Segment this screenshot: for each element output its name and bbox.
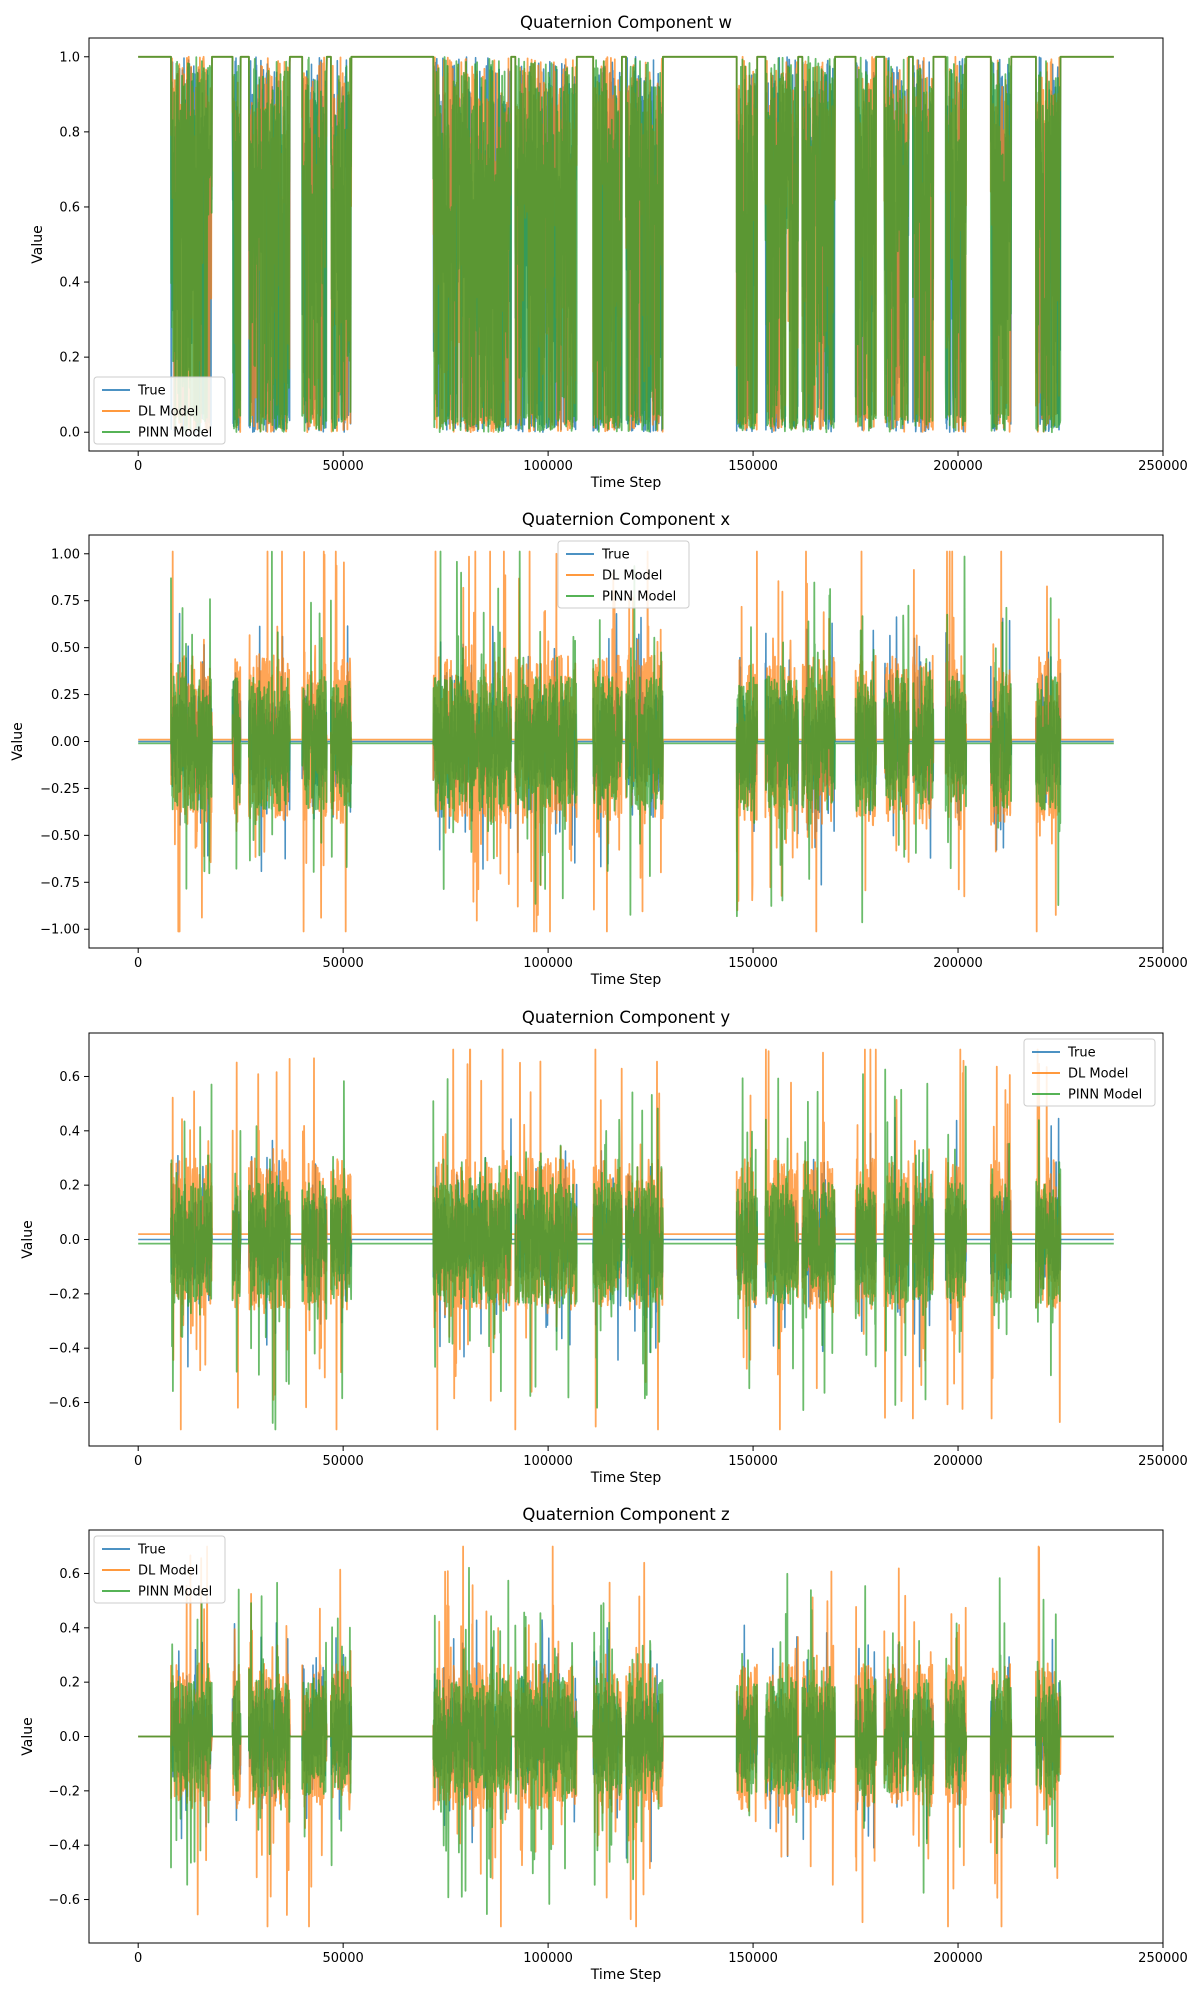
- legend-label: DL Model: [138, 1564, 198, 1579]
- y-tick-label: 0.4: [59, 1621, 80, 1636]
- y-tick-label: 0.75: [51, 594, 80, 609]
- series-group: [138, 550, 1114, 933]
- x-tick-label: 200000: [933, 956, 983, 971]
- legend-label: PINN Model: [138, 426, 212, 441]
- y-tick-label: −0.50: [40, 829, 80, 844]
- legend-label: PINN Model: [602, 590, 676, 605]
- x-tick-label: 200000: [933, 459, 983, 474]
- x-axis-title: Time Step: [590, 1470, 662, 1486]
- legend-label: DL Model: [138, 405, 198, 420]
- y-tick-label: 0.2: [59, 1179, 80, 1194]
- x-tick-label: 100000: [523, 1951, 573, 1966]
- y-tick-label: 0.4: [59, 276, 80, 291]
- series-line-pinn-model: [138, 550, 1114, 924]
- series-line-pinn-model: [138, 55, 1114, 434]
- x-tick-label: 250000: [1138, 1951, 1188, 1966]
- subplot-z: Quaternion Component z 0 50000 100000 150000…: [20, 1505, 1188, 1983]
- subplot-w: Quaternion Component w 0 50000 100000 150000…: [30, 13, 1188, 491]
- y-tick-label: 0.6: [59, 1070, 80, 1085]
- legend-label: PINN Model: [1068, 1088, 1142, 1103]
- x-tick-label: 100000: [523, 459, 573, 474]
- y-tick-label: 0.50: [51, 641, 80, 656]
- x-tick-label: 150000: [728, 1951, 778, 1966]
- legend: True DL Model PINN Model: [1023, 1038, 1156, 1107]
- y-tick-label: 1.00: [51, 547, 80, 562]
- series-group: [138, 1048, 1114, 1431]
- legend-box: [93, 376, 226, 445]
- y-tick-label: 0.6: [59, 1567, 80, 1582]
- x-tick-label: 250000: [1138, 956, 1188, 971]
- subplot-y: Quaternion Component y 0 50000 100000 150000…: [20, 1008, 1188, 1486]
- legend-label: True: [601, 548, 630, 563]
- series-group: [138, 1545, 1114, 1928]
- x-tick-label: 50000: [322, 1454, 363, 1469]
- x-tick-label: 150000: [728, 956, 778, 971]
- x-tick-label: 250000: [1138, 459, 1188, 474]
- x-tick-label: 0: [134, 459, 142, 474]
- x-tick-label: 50000: [322, 1951, 363, 1966]
- series-line-pinn-model: [138, 1566, 1114, 1915]
- legend-label: PINN Model: [138, 1585, 212, 1600]
- legend: True DL Model PINN Model: [557, 540, 690, 609]
- y-tick-label: 0.00: [51, 735, 80, 750]
- x-tick-label: 200000: [933, 1951, 983, 1966]
- legend: True DL Model PINN Model: [93, 1535, 226, 1604]
- x-tick-label: 250000: [1138, 1454, 1188, 1469]
- x-tick-label: 150000: [728, 1454, 778, 1469]
- y-tick-label: −0.2: [48, 1287, 80, 1302]
- y-tick-label: 0.4: [59, 1124, 80, 1139]
- legend-box: [1023, 1038, 1156, 1107]
- y-tick-label: 0.2: [59, 1676, 80, 1691]
- x-axis-title: Time Step: [590, 1967, 662, 1983]
- x-tick-label: 0: [134, 1951, 142, 1966]
- y-tick-label: −0.4: [48, 1839, 80, 1854]
- y-tick-label: 0.0: [59, 426, 80, 441]
- x-tick-label: 50000: [322, 956, 363, 971]
- axes-frame: [88, 37, 1164, 452]
- legend-label: DL Model: [1068, 1067, 1128, 1082]
- x-tick-label: 50000: [322, 459, 363, 474]
- plot-title: Quaternion Component y: [522, 1008, 731, 1027]
- legend-label: True: [137, 1543, 166, 1558]
- y-tick-label: 0.2: [59, 351, 80, 366]
- x-tick-label: 0: [134, 1454, 142, 1469]
- y-tick-label: 0.0: [59, 1233, 80, 1248]
- y-tick-label: −1.00: [40, 923, 80, 938]
- y-tick-label: −0.6: [48, 1893, 80, 1908]
- y-tick-label: −0.25: [40, 782, 80, 797]
- legend: True DL Model PINN Model: [93, 376, 226, 445]
- x-tick-label: 200000: [933, 1454, 983, 1469]
- x-tick-label: 100000: [523, 1454, 573, 1469]
- legend-box: [557, 540, 690, 609]
- x-tick-label: 0: [134, 956, 142, 971]
- subplot-x: Quaternion Component x 0 50000 100000 150000…: [10, 510, 1188, 988]
- y-tick-label: 0.8: [59, 125, 80, 140]
- y-tick-label: 0.0: [59, 1730, 80, 1745]
- x-axis-title: Time Step: [590, 475, 662, 491]
- y-tick-label: 1.0: [59, 50, 80, 65]
- plot-title: Quaternion Component z: [522, 1505, 729, 1524]
- y-tick-label: 0.6: [59, 200, 80, 215]
- y-tick-label: 0.25: [51, 688, 80, 703]
- x-axis-title: Time Step: [590, 972, 662, 988]
- plot-title: Quaternion Component w: [520, 13, 732, 32]
- legend-label: DL Model: [602, 569, 662, 584]
- legend-label: True: [1067, 1046, 1096, 1061]
- y-tick-label: −0.6: [48, 1396, 80, 1411]
- y-axis-title: Value: [10, 722, 26, 760]
- x-tick-label: 150000: [728, 459, 778, 474]
- series-line-pinn-model: [138, 1065, 1114, 1431]
- y-axis-title: Value: [20, 1717, 36, 1755]
- y-axis-title: Value: [30, 225, 46, 263]
- y-axis-title: Value: [20, 1220, 36, 1258]
- y-tick-label: −0.4: [48, 1342, 80, 1357]
- legend-box: [93, 1535, 226, 1604]
- plot-title: Quaternion Component x: [522, 510, 731, 529]
- y-tick-label: −0.75: [40, 876, 80, 891]
- x-tick-label: 100000: [523, 956, 573, 971]
- legend-label: True: [137, 384, 166, 399]
- series-group: [138, 55, 1114, 434]
- y-tick-label: −0.2: [48, 1784, 80, 1799]
